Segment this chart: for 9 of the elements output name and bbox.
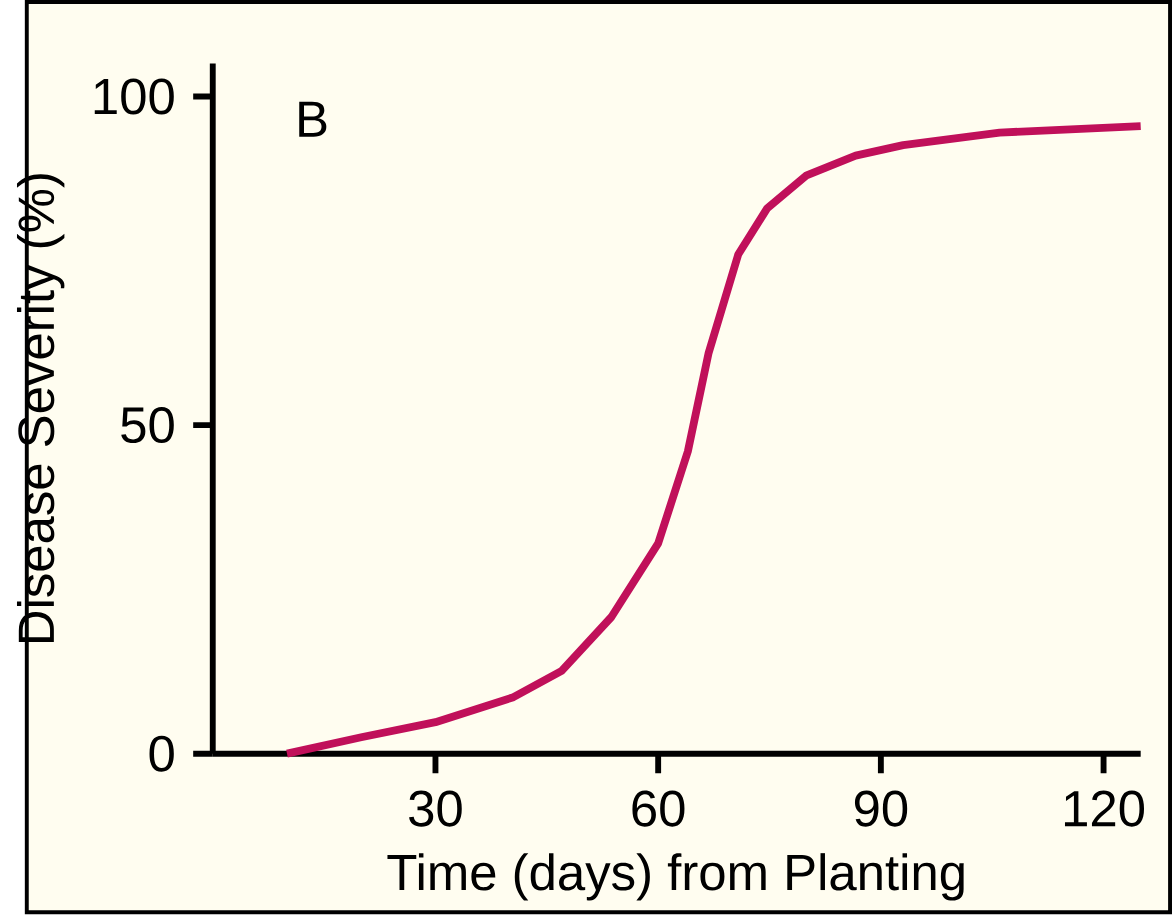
x-tick-label: 60 — [632, 790, 685, 827]
x-axis-title: Time (days) from Planting — [387, 853, 964, 901]
y-tick-label: 50 — [121, 407, 174, 444]
annotation: B — [299, 101, 327, 137]
y-tick-label: 100 — [94, 78, 174, 115]
x-tick-label: 30 — [409, 790, 462, 827]
x-tick-label: 90 — [854, 790, 908, 827]
y-tick-label: 0 — [149, 735, 174, 772]
x-tick-label: 120 — [1064, 790, 1145, 827]
